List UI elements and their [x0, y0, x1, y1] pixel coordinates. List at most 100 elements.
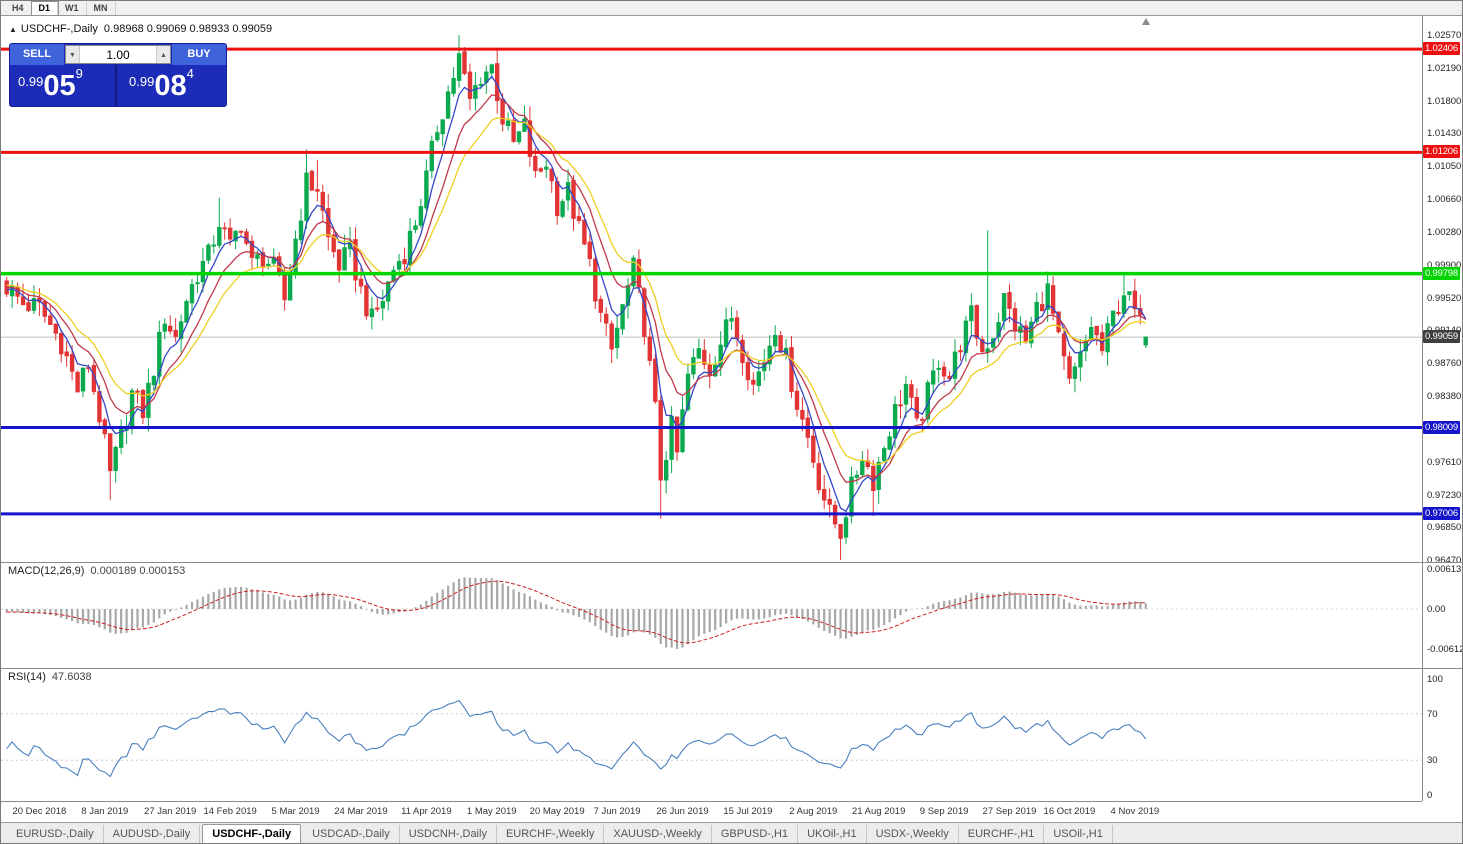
chart-title: ▲ USDCHF-,Daily 0.98968 0.99069 0.98933 0.…: [9, 23, 272, 35]
buy-price[interactable]: 0.99084: [115, 65, 226, 106]
chart-tab[interactable]: XAUUSD-,Weekly: [604, 824, 712, 843]
candle-body: [658, 400, 663, 481]
date-label: 20 May 2019: [529, 806, 585, 817]
chart-tab[interactable]: EURCHF-,H1: [959, 824, 1045, 843]
price-chart[interactable]: [1, 16, 1422, 563]
candle-body: [364, 285, 369, 317]
candle-body: [560, 201, 565, 217]
chart-shift-marker-icon[interactable]: [1142, 18, 1150, 25]
panel-separator[interactable]: [1, 668, 1462, 669]
price-tick: 1.00660: [1427, 194, 1462, 206]
candle-body: [255, 254, 260, 259]
macd-signal-line: [6, 580, 1146, 644]
candle-body: [674, 416, 680, 453]
candle-body: [1012, 308, 1018, 332]
timeframe-button-mn[interactable]: MN: [87, 1, 116, 15]
chart-tab[interactable]: EURCHF-,Weekly: [497, 824, 605, 843]
timeframe-toolbar: H4 D1 W1 MN: [1, 1, 1462, 16]
date-label: 26 Jun 2019: [656, 806, 709, 817]
candle-body: [440, 119, 445, 135]
one-click-collapse-icon[interactable]: ▲: [9, 25, 17, 34]
candle-body: [555, 181, 560, 217]
candle-body: [576, 216, 582, 222]
sell-price[interactable]: 0.99059: [10, 65, 115, 106]
price-tick: 1.02570: [1427, 30, 1462, 41]
chart-tab[interactable]: UKOil-,H1: [798, 824, 867, 843]
macd-indicator[interactable]: [1, 562, 1422, 668]
candle-body: [375, 307, 380, 310]
candle-body: [97, 391, 102, 423]
candle-body: [849, 476, 854, 517]
candle-body: [582, 219, 587, 245]
candle-body: [195, 282, 200, 285]
price-tick: 1.02190: [1427, 62, 1462, 74]
candle-body: [26, 302, 31, 311]
price-tick: 1.01800: [1427, 96, 1462, 108]
candle-body: [206, 244, 211, 261]
price-tick: 0.96850: [1427, 522, 1462, 534]
timeframe-button-h4[interactable]: H4: [5, 1, 32, 15]
candle-body: [462, 51, 467, 74]
candle-body: [1116, 312, 1121, 314]
macd-header: MACD(12,26,9) 0.000189 0.000153: [8, 565, 185, 577]
macd-label: MACD(12,26,9): [8, 565, 85, 577]
candle-body: [9, 285, 15, 297]
candle-body: [794, 390, 800, 410]
candle-body: [941, 366, 947, 377]
candle-body: [1067, 356, 1072, 379]
volume-input[interactable]: 1.00: [106, 48, 130, 62]
candle-body: [1110, 310, 1116, 327]
candle-body: [402, 259, 407, 265]
candle-body: [854, 474, 860, 478]
chart-tab[interactable]: USDX-,Weekly: [867, 824, 959, 843]
candle-body: [222, 227, 227, 230]
candle-body: [800, 410, 805, 420]
panel-separator[interactable]: [1, 562, 1462, 563]
sell-button[interactable]: SELL: [10, 44, 64, 65]
candle-body: [178, 321, 184, 339]
rsi-axis-tick: 70: [1427, 708, 1438, 720]
bid-price-label: 0.99059: [1423, 330, 1460, 344]
volume-decrease-button[interactable]: ▼: [66, 46, 80, 63]
candle-body: [544, 166, 549, 170]
date-label: 20 Dec 2018: [12, 806, 67, 817]
price-axis[interactable]: 1.02570 1.02190 1.01800 1.01430 1.01050 1.006…: [1422, 16, 1462, 801]
timeframe-button-d1[interactable]: D1: [30, 1, 60, 16]
buy-button[interactable]: BUY: [172, 44, 226, 65]
candle-body: [653, 358, 658, 402]
timeframe-button-w1[interactable]: W1: [58, 1, 87, 15]
ma-line-5: [6, 75, 1147, 513]
time-axis[interactable]: 20 Dec 2018 8 Jan 2019 27 Jan 2019 14 Feb 2…: [1, 801, 1422, 821]
candle-body: [827, 498, 832, 505]
volume-increase-button[interactable]: ▲: [156, 46, 170, 63]
candle-body: [445, 91, 451, 119]
candle-body: [1050, 285, 1056, 314]
rsi-indicator[interactable]: [1, 668, 1422, 801]
chart-tab[interactable]: USDCNH-,Daily: [400, 824, 497, 843]
candle-body: [614, 327, 620, 348]
candle-body: [756, 371, 761, 386]
chart-tab[interactable]: USDCAD-,Daily: [303, 824, 400, 843]
level-price-label: 0.99798: [1423, 266, 1460, 280]
candle-body: [691, 357, 696, 375]
chart-tab[interactable]: USDCHF-,Daily: [202, 823, 302, 843]
sell-price-pip: 9: [75, 66, 83, 81]
candle-body: [587, 241, 592, 260]
chart-tab[interactable]: GBPUSD-,H1: [712, 824, 799, 843]
candle-body: [151, 375, 157, 386]
rsi-header: RSI(14) 47.6038: [8, 671, 92, 683]
candle-body: [473, 85, 478, 99]
candle-body: [424, 170, 429, 209]
chart-tab[interactable]: USOil-,H1: [1044, 824, 1113, 843]
candle-body: [293, 238, 298, 275]
candle-body: [260, 252, 266, 267]
chart-tab[interactable]: AUDUSD-,Daily: [104, 824, 201, 843]
candle-body: [664, 460, 669, 481]
candle-body: [669, 415, 674, 460]
candle-body: [745, 362, 751, 381]
candle-body: [505, 120, 511, 127]
candle-body: [369, 308, 375, 318]
candle-body: [1078, 351, 1083, 368]
chart-tab[interactable]: EURUSD-,Daily: [7, 824, 104, 843]
